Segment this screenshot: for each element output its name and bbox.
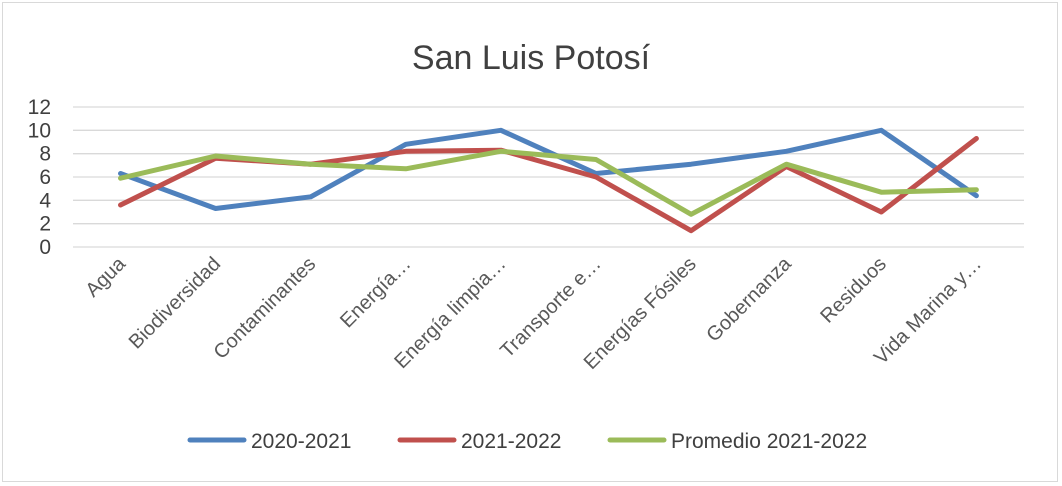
y-tick-label: 12 (28, 96, 51, 119)
y-tick-label: 8 (39, 143, 51, 166)
series-lines (118, 127, 979, 234)
y-tick-label: 4 (39, 189, 51, 212)
series-line-3 (118, 148, 979, 217)
x-category-label: Contaminantes (210, 253, 321, 364)
legend: 2020-2021 2021-2022 Promedio 2021-2022 (187, 430, 867, 453)
y-tick-label: 6 (39, 166, 51, 189)
x-category-label: Gobernanza (702, 252, 796, 346)
x-category-label: Energía… (336, 253, 415, 332)
x-category-label: Biodiversidad (125, 253, 225, 353)
chart-title: San Luis Potosí (412, 39, 651, 77)
legend-label: 2020-2021 (251, 430, 351, 453)
x-category-label: Residuos (816, 253, 891, 328)
legend-label: Promedio 2021-2022 (671, 430, 867, 453)
y-tick-label: 10 (28, 119, 51, 142)
y-tick-label: 2 (39, 213, 51, 236)
x-category-label: Agua (81, 252, 130, 301)
y-tick-label: 0 (39, 236, 51, 259)
x-category-label: Transporte e… (496, 253, 605, 362)
legend-label: 2021-2022 (461, 430, 561, 453)
series-line-1 (118, 127, 979, 211)
